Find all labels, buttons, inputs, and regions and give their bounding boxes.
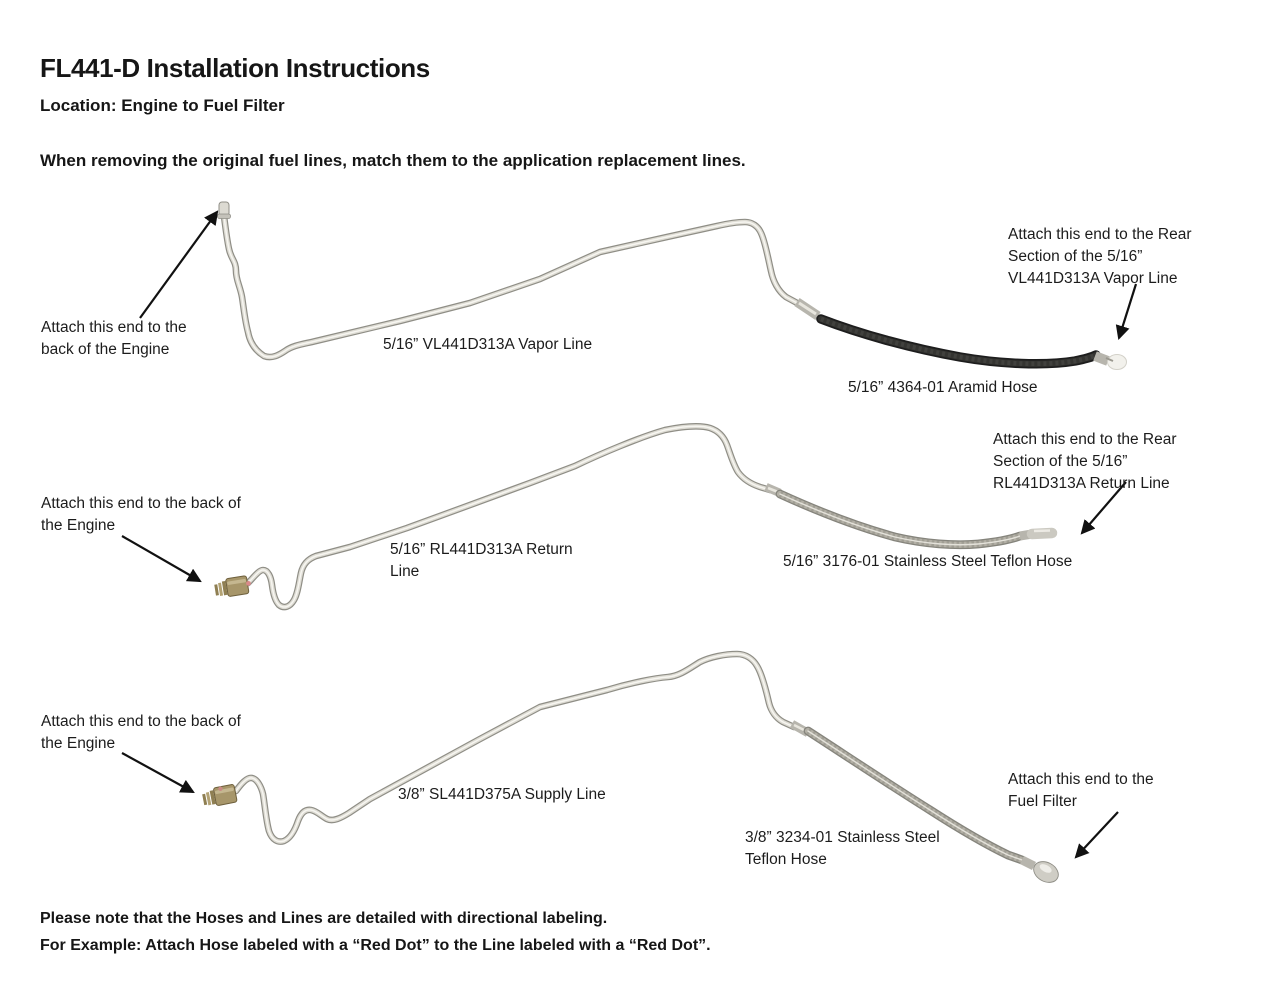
return-engine-end-note: Attach this end to the back of the Engin…: [41, 495, 241, 534]
rear-section-arrow: [1080, 481, 1127, 535]
location-subtitle: Location: Engine to Fuel Filter: [40, 96, 285, 115]
return-line-label: 5/16” RL441D313A Return Line: [390, 541, 573, 580]
red-dot-marker: [246, 580, 251, 586]
vapor-line-engine-end-fitting: [217, 201, 231, 219]
footer-note: Please note that the Hoses and Lines are…: [40, 910, 711, 954]
return-hose-label: 5/16” 3176-01 Stainless Steel Teflon Hos…: [783, 553, 1073, 570]
supply-hose-end-fitting: [1019, 855, 1059, 883]
vapor-line-drawing: [139, 201, 1138, 370]
return-line-drawing: [121, 426, 1127, 607]
vapor-rear-section-note: Attach this end to the Rear Section of t…: [1008, 226, 1192, 287]
fuel-filter-arrow: [1074, 811, 1119, 859]
aramid-hose-end-fitting: [1093, 351, 1127, 370]
return-hose-end-fitting: [1019, 527, 1058, 541]
return-rear-section-note: Attach this end to the Rear Section of t…: [993, 431, 1177, 492]
fuel-filter-note: Attach this end to the Fuel Filter: [1008, 771, 1154, 810]
aramid-hose: [821, 319, 1096, 364]
vapor-engine-end-note: Attach this end to the back of the Engin…: [41, 319, 187, 358]
red-dot-marker: [218, 786, 223, 791]
engine-end-arrow: [139, 210, 219, 319]
supply-hose-label: 3/8” 3234-01 Stainless Steel Teflon Hose: [745, 829, 940, 868]
rear-section-arrow: [1115, 283, 1138, 341]
supply-line-label: 3/8” SL441D375A Supply Line: [398, 786, 606, 803]
engine-end-arrow: [121, 535, 202, 583]
supply-line-tube: [236, 654, 794, 842]
supply-line-drawing: [121, 654, 1119, 883]
engine-end-arrow: [121, 752, 195, 794]
page-title: FL441-D Installation Instructions: [40, 53, 430, 83]
supply-line-engine-end-fitting: [202, 784, 238, 806]
stainless-teflon-hose-return: [780, 494, 1020, 545]
return-line-engine-end-fitting: [214, 575, 251, 597]
aramid-hose-label: 5/16” 4364-01 Aramid Hose: [848, 379, 1038, 396]
intro-instruction: When removing the original fuel lines, m…: [40, 151, 746, 170]
supply-engine-end-note: Attach this end to the back of the Engin…: [41, 713, 241, 752]
vapor-line-hose-junction-fitting: [794, 298, 821, 320]
vapor-line-label: 5/16” VL441D313A Vapor Line: [383, 336, 593, 353]
